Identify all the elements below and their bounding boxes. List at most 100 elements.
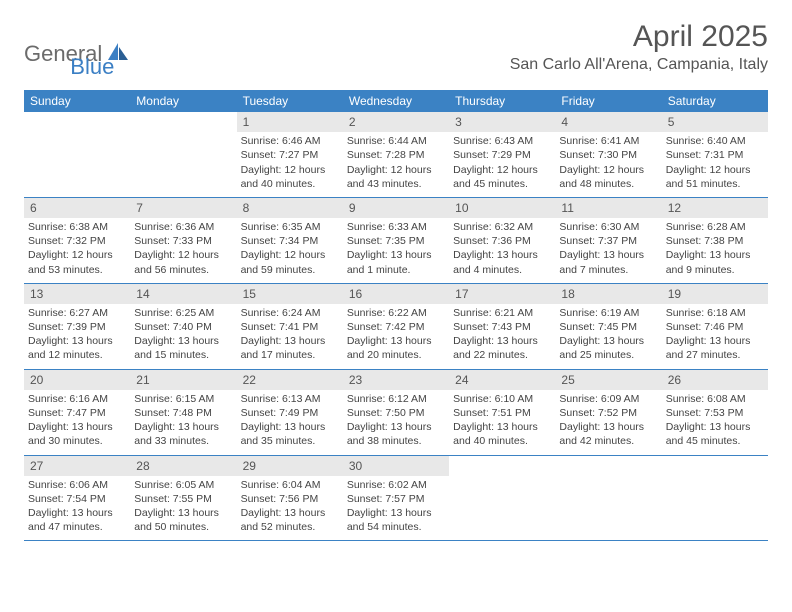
day-number: 10 xyxy=(449,198,555,218)
daylight-text: Daylight: 13 hours and 52 minutes. xyxy=(241,506,339,534)
sunrise-text: Sunrise: 6:36 AM xyxy=(134,220,232,234)
sunrise-text: Sunrise: 6:33 AM xyxy=(347,220,445,234)
day-number: 18 xyxy=(555,284,661,304)
weekday-cell: Friday xyxy=(555,90,661,112)
sunset-text: Sunset: 7:34 PM xyxy=(241,234,339,248)
day-cell xyxy=(449,456,555,541)
week-row: 13Sunrise: 6:27 AMSunset: 7:39 PMDayligh… xyxy=(24,284,768,370)
sunrise-text: Sunrise: 6:44 AM xyxy=(347,134,445,148)
week-row: 1Sunrise: 6:46 AMSunset: 7:27 PMDaylight… xyxy=(24,112,768,198)
sunrise-text: Sunrise: 6:41 AM xyxy=(559,134,657,148)
sunrise-text: Sunrise: 6:40 AM xyxy=(666,134,764,148)
day-cell: 28Sunrise: 6:05 AMSunset: 7:55 PMDayligh… xyxy=(130,456,236,541)
day-cell: 21Sunrise: 6:15 AMSunset: 7:48 PMDayligh… xyxy=(130,370,236,455)
daylight-text: Daylight: 13 hours and 17 minutes. xyxy=(241,334,339,362)
day-cell: 24Sunrise: 6:10 AMSunset: 7:51 PMDayligh… xyxy=(449,370,555,455)
day-number: 11 xyxy=(555,198,661,218)
sunrise-text: Sunrise: 6:06 AM xyxy=(28,478,126,492)
day-number xyxy=(130,112,236,132)
day-number: 28 xyxy=(130,456,236,476)
sunset-text: Sunset: 7:46 PM xyxy=(666,320,764,334)
day-number xyxy=(449,456,555,476)
day-number: 25 xyxy=(555,370,661,390)
day-cell: 15Sunrise: 6:24 AMSunset: 7:41 PMDayligh… xyxy=(237,284,343,369)
day-cell: 25Sunrise: 6:09 AMSunset: 7:52 PMDayligh… xyxy=(555,370,661,455)
day-number xyxy=(662,456,768,476)
sunset-text: Sunset: 7:29 PM xyxy=(453,148,551,162)
sunset-text: Sunset: 7:50 PM xyxy=(347,406,445,420)
weekday-cell: Sunday xyxy=(24,90,130,112)
sunset-text: Sunset: 7:40 PM xyxy=(134,320,232,334)
sunset-text: Sunset: 7:53 PM xyxy=(666,406,764,420)
day-number: 3 xyxy=(449,112,555,132)
daylight-text: Daylight: 12 hours and 43 minutes. xyxy=(347,163,445,191)
daylight-text: Daylight: 13 hours and 20 minutes. xyxy=(347,334,445,362)
sunrise-text: Sunrise: 6:43 AM xyxy=(453,134,551,148)
day-number: 12 xyxy=(662,198,768,218)
day-number: 20 xyxy=(24,370,130,390)
sunset-text: Sunset: 7:52 PM xyxy=(559,406,657,420)
sunset-text: Sunset: 7:57 PM xyxy=(347,492,445,506)
week-row: 20Sunrise: 6:16 AMSunset: 7:47 PMDayligh… xyxy=(24,370,768,456)
sunset-text: Sunset: 7:28 PM xyxy=(347,148,445,162)
sunrise-text: Sunrise: 6:32 AM xyxy=(453,220,551,234)
day-cell: 26Sunrise: 6:08 AMSunset: 7:53 PMDayligh… xyxy=(662,370,768,455)
day-cell: 3 Sunrise: 6:43 AMSunset: 7:29 PMDaylight… xyxy=(449,112,555,197)
day-cell xyxy=(24,112,130,197)
sunrise-text: Sunrise: 6:24 AM xyxy=(241,306,339,320)
weekday-cell: Thursday xyxy=(449,90,555,112)
sunset-text: Sunset: 7:30 PM xyxy=(559,148,657,162)
day-cell: 7Sunrise: 6:36 AMSunset: 7:33 PMDaylight… xyxy=(130,198,236,283)
header: General Blue April 2025 San Carlo All'Ar… xyxy=(24,20,768,80)
daylight-text: Daylight: 13 hours and 27 minutes. xyxy=(666,334,764,362)
day-cell: 11Sunrise: 6:30 AMSunset: 7:37 PMDayligh… xyxy=(555,198,661,283)
daylight-text: Daylight: 12 hours and 45 minutes. xyxy=(453,163,551,191)
sunset-text: Sunset: 7:48 PM xyxy=(134,406,232,420)
week-row: 27 Sunrise: 6:06 AMSunset: 7:54 PM Dayligh… xyxy=(24,456,768,542)
day-number xyxy=(24,112,130,132)
daylight-text: Daylight: 13 hours and 35 minutes. xyxy=(241,420,339,448)
day-number: 2 xyxy=(343,112,449,132)
day-cell: 12Sunrise: 6:28 AMSunset: 7:38 PMDayligh… xyxy=(662,198,768,283)
day-cell: 6Sunrise: 6:38 AMSunset: 7:32 PMDaylight… xyxy=(24,198,130,283)
day-number: 13 xyxy=(24,284,130,304)
daylight-text: Daylight: 13 hours and 12 minutes. xyxy=(28,334,126,362)
sunset-text: Sunset: 7:36 PM xyxy=(453,234,551,248)
sunset-text: Sunset: 7:49 PM xyxy=(241,406,339,420)
sunrise-text: Sunrise: 6:46 AM xyxy=(241,134,339,148)
calendar: SundayMondayTuesdayWednesdayThursdayFrid… xyxy=(24,90,768,541)
day-number: 24 xyxy=(449,370,555,390)
daylight-text: Daylight: 13 hours and 54 minutes. xyxy=(347,506,445,534)
weeks-container: 1Sunrise: 6:46 AMSunset: 7:27 PMDaylight… xyxy=(24,112,768,541)
daylight-text: Daylight: 13 hours and 33 minutes. xyxy=(134,420,232,448)
sunset-text: Sunset: 7:27 PM xyxy=(241,148,339,162)
sunset-text: Sunset: 7:54 PM xyxy=(28,492,126,506)
sunset-text: Sunset: 7:51 PM xyxy=(453,406,551,420)
daylight-text: Daylight: 13 hours and 1 minute. xyxy=(347,248,445,276)
daylight-text: Daylight: 13 hours and 38 minutes. xyxy=(347,420,445,448)
sunset-text: Sunset: 7:31 PM xyxy=(666,148,764,162)
daylight-text: Daylight: 13 hours and 9 minutes. xyxy=(666,248,764,276)
day-number: 29 xyxy=(237,456,343,476)
day-number: 27 xyxy=(24,456,130,476)
logo-text-blue: Blue xyxy=(70,54,114,80)
daylight-text: Daylight: 12 hours and 40 minutes. xyxy=(241,163,339,191)
sunrise-text: Sunrise: 6:04 AM xyxy=(241,478,339,492)
day-cell: 23Sunrise: 6:12 AMSunset: 7:50 PMDayligh… xyxy=(343,370,449,455)
day-number: 16 xyxy=(343,284,449,304)
daylight-text: Daylight: 13 hours and 4 minutes. xyxy=(453,248,551,276)
day-number: 23 xyxy=(343,370,449,390)
sunset-text: Sunset: 7:35 PM xyxy=(347,234,445,248)
location: San Carlo All'Arena, Campania, Italy xyxy=(510,56,768,74)
daylight-text: Daylight: 13 hours and 42 minutes. xyxy=(559,420,657,448)
day-cell: 29 Sunrise: 6:04 AMSunset: 7:56 PMDayligh… xyxy=(237,456,343,541)
daylight-text: Daylight: 13 hours and 30 minutes. xyxy=(28,420,126,448)
sunrise-text: Sunrise: 6:22 AM xyxy=(347,306,445,320)
sunset-text: Sunset: 7:56 PM xyxy=(241,492,339,506)
sunrise-text: Sunrise: 6:18 AM xyxy=(666,306,764,320)
day-number: 9 xyxy=(343,198,449,218)
sunrise-text: Sunrise: 6:25 AM xyxy=(134,306,232,320)
daylight-text: Daylight: 13 hours and 50 minutes. xyxy=(134,506,232,534)
day-cell: 16Sunrise: 6:22 AMSunset: 7:42 PMDayligh… xyxy=(343,284,449,369)
sunrise-text: Sunrise: 6:21 AM xyxy=(453,306,551,320)
